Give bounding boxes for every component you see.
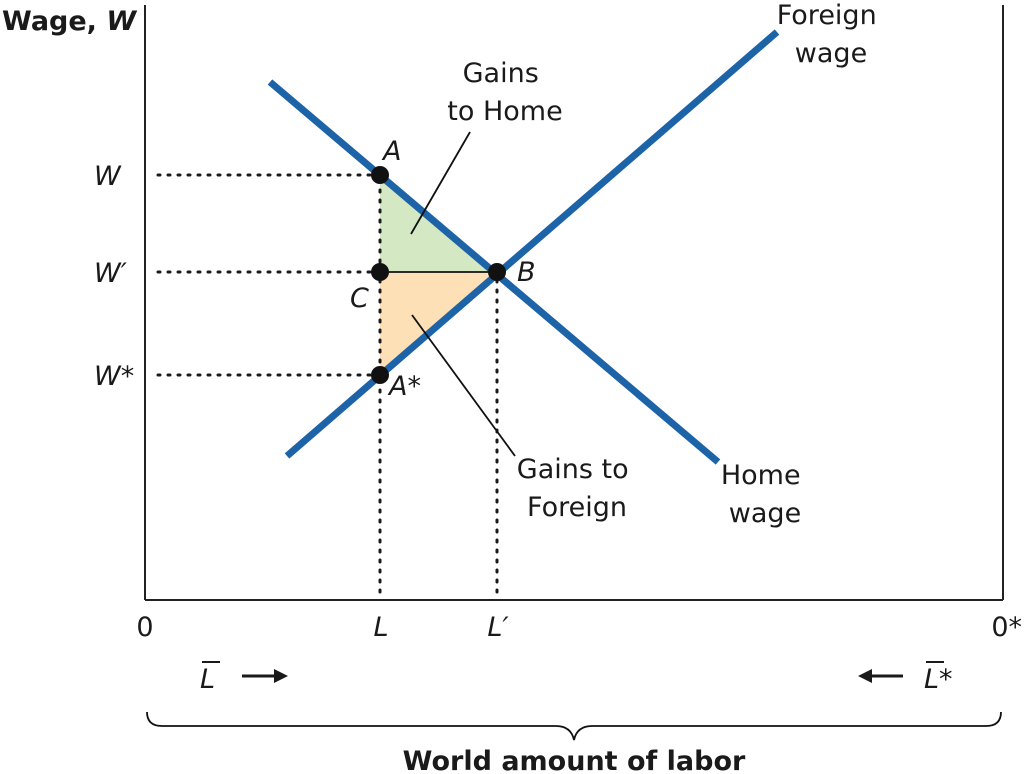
point-b-label: B [517, 257, 536, 288]
y-axis-title: Wage, W [2, 6, 137, 37]
gains-to-foreign-leader [411, 314, 516, 457]
w-star-label: W* [94, 361, 134, 392]
point-a-star [371, 366, 389, 384]
tick-l-prime-label: L′ [487, 612, 508, 643]
origin-home-label: 0 [136, 612, 153, 643]
point-a-star-label: A* [387, 371, 421, 402]
gains-to-home-leader [410, 131, 471, 235]
gains-to-foreign-label: Gains to Foreign [517, 454, 637, 523]
foreign-wage-curve [284, 29, 780, 459]
foreign-wage-label: Foreign wage [777, 0, 886, 69]
point-b [488, 263, 506, 281]
home-wage-label: Home wage [721, 460, 809, 529]
gains-to-home-label: Gains to Home [447, 58, 562, 127]
point-c-label: C [350, 283, 369, 314]
point-a [371, 166, 389, 184]
left-arrow-icon [858, 669, 903, 683]
w-prime-label: W′ [94, 258, 127, 289]
labor-home-label: L [200, 664, 215, 695]
right-arrow-icon [242, 669, 288, 683]
origin-foreign-label: 0* [991, 612, 1022, 643]
point-c [371, 263, 389, 281]
labor-foreign-label: L* [924, 664, 953, 695]
w-label: W [94, 161, 122, 192]
tick-l-label: L [373, 612, 388, 643]
x-axis-title: World amount of labor [403, 746, 746, 774]
world-labor-brace [146, 711, 1002, 741]
point-a-label: A [381, 136, 401, 167]
